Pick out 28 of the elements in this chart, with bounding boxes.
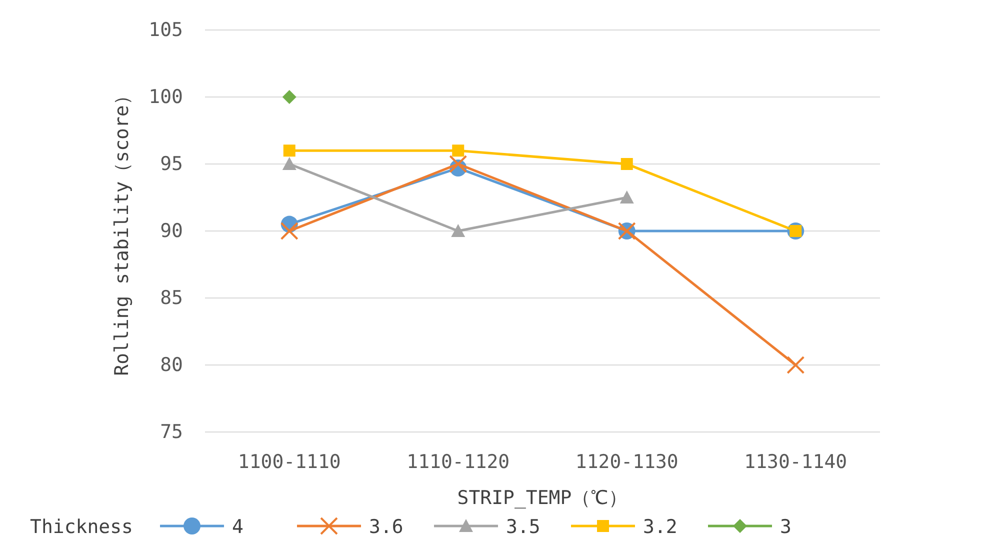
y-tick-label: 105 <box>148 19 183 41</box>
point <box>451 224 466 237</box>
point <box>620 190 634 204</box>
point <box>280 222 298 240</box>
y-tick-label: 80 <box>160 354 183 376</box>
x-axis-title: STRIP_TEMP（℃） <box>457 487 628 509</box>
point <box>452 144 464 157</box>
x-tick-label: 1130-1140 <box>744 451 848 473</box>
x-tick-label: 1100-1110 <box>238 451 341 473</box>
legend-label: 3.5 <box>506 516 540 538</box>
point <box>786 356 805 374</box>
y-tick-label: 85 <box>160 287 183 309</box>
point <box>620 158 633 170</box>
x-tick-label: 1110-1120 <box>406 451 510 473</box>
x-tick-label: 1120-1130 <box>575 451 678 473</box>
legend-label: 3.2 <box>643 516 678 538</box>
y-tick-label: 100 <box>148 86 183 108</box>
y-tick-label: 90 <box>160 220 183 242</box>
point <box>282 157 296 170</box>
y-tick-label: 75 <box>160 421 183 443</box>
y-tick-label: 95 <box>160 153 183 175</box>
point <box>449 155 468 173</box>
legend-label: 4 <box>232 516 244 538</box>
legend-title: Thickness <box>30 516 133 538</box>
legend-label: 3.6 <box>369 516 404 538</box>
legend-label: 3 <box>780 516 792 538</box>
point <box>283 144 296 157</box>
y-axis-title: Rolling stability（score） <box>111 86 133 376</box>
